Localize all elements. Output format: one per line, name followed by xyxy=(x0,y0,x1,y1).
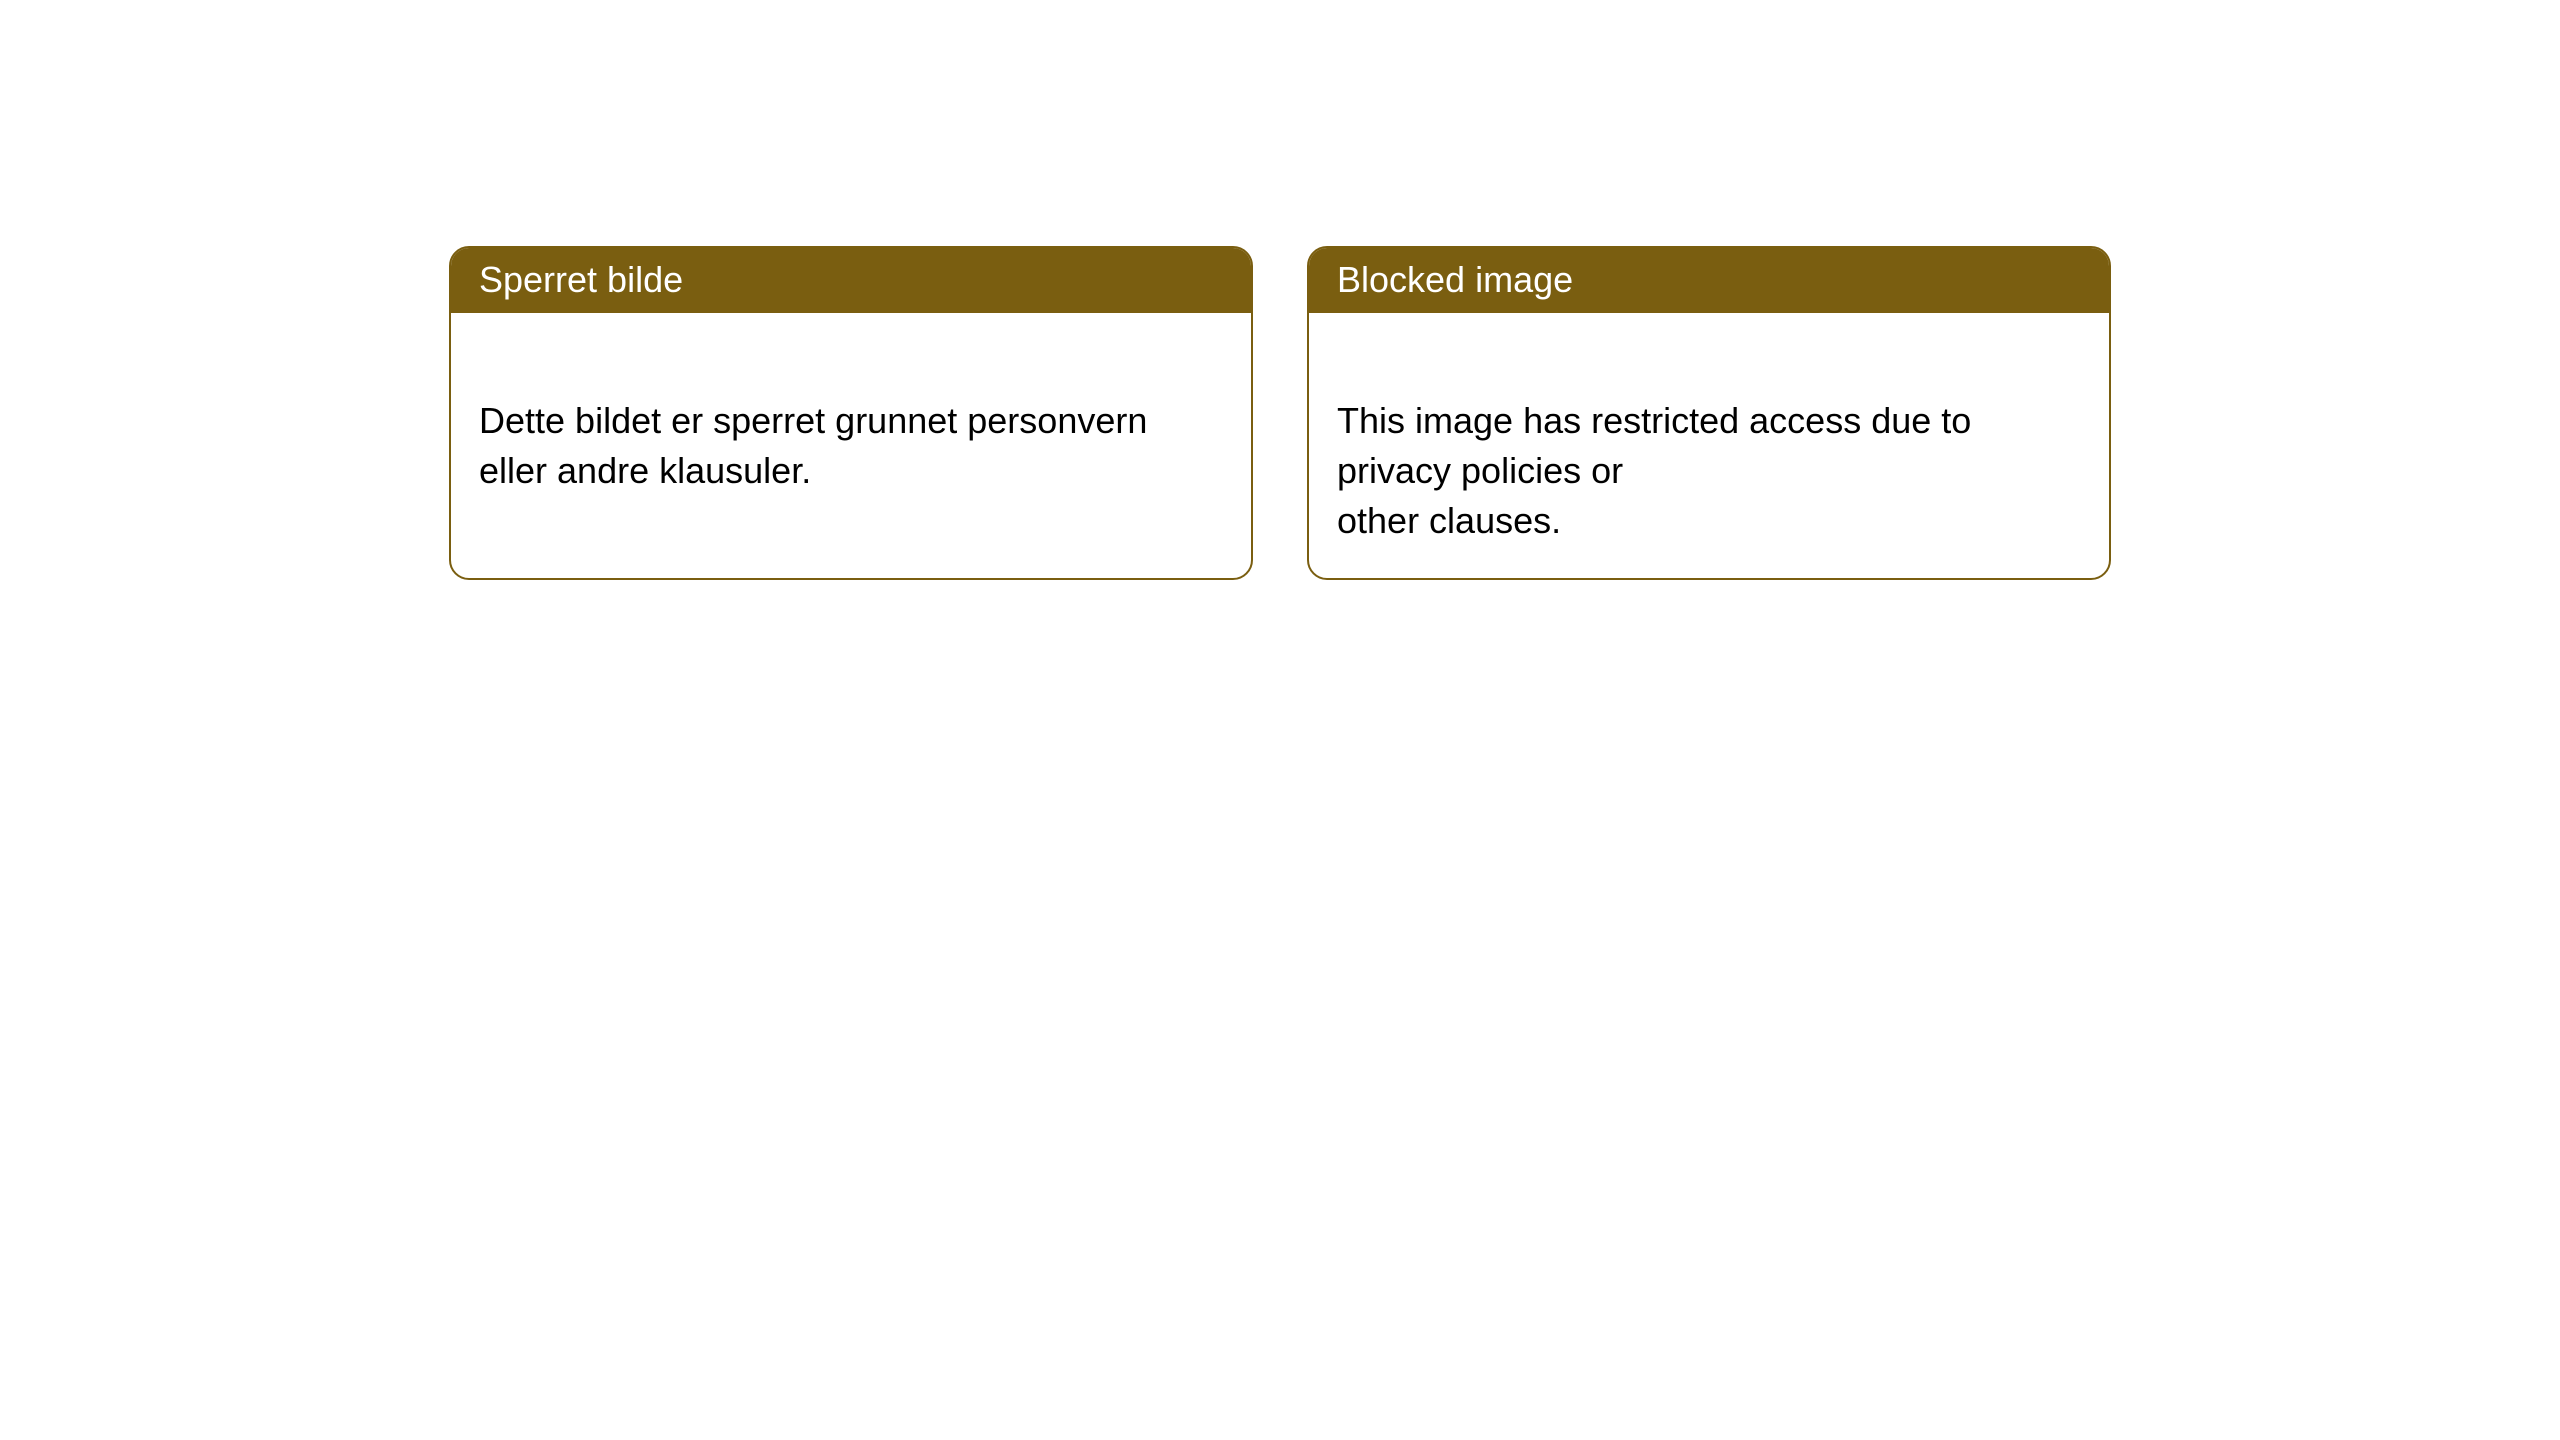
notice-card-english: Blocked image This image has restricted … xyxy=(1307,246,2111,580)
notice-card-header: Sperret bilde xyxy=(451,248,1251,313)
notice-card-header: Blocked image xyxy=(1309,248,2109,313)
notice-card-body: Dette bildet er sperret grunnet personve… xyxy=(451,313,1251,528)
notice-card-norwegian: Sperret bilde Dette bildet er sperret gr… xyxy=(449,246,1253,580)
notice-card-body: This image has restricted access due to … xyxy=(1309,313,2109,579)
notice-title: Sperret bilde xyxy=(479,259,683,300)
notice-message: Dette bildet er sperret grunnet personve… xyxy=(479,400,1147,491)
notice-title: Blocked image xyxy=(1337,259,1573,300)
notice-message: This image has restricted access due to … xyxy=(1337,400,1971,542)
notice-cards-container: Sperret bilde Dette bildet er sperret gr… xyxy=(0,0,2560,580)
